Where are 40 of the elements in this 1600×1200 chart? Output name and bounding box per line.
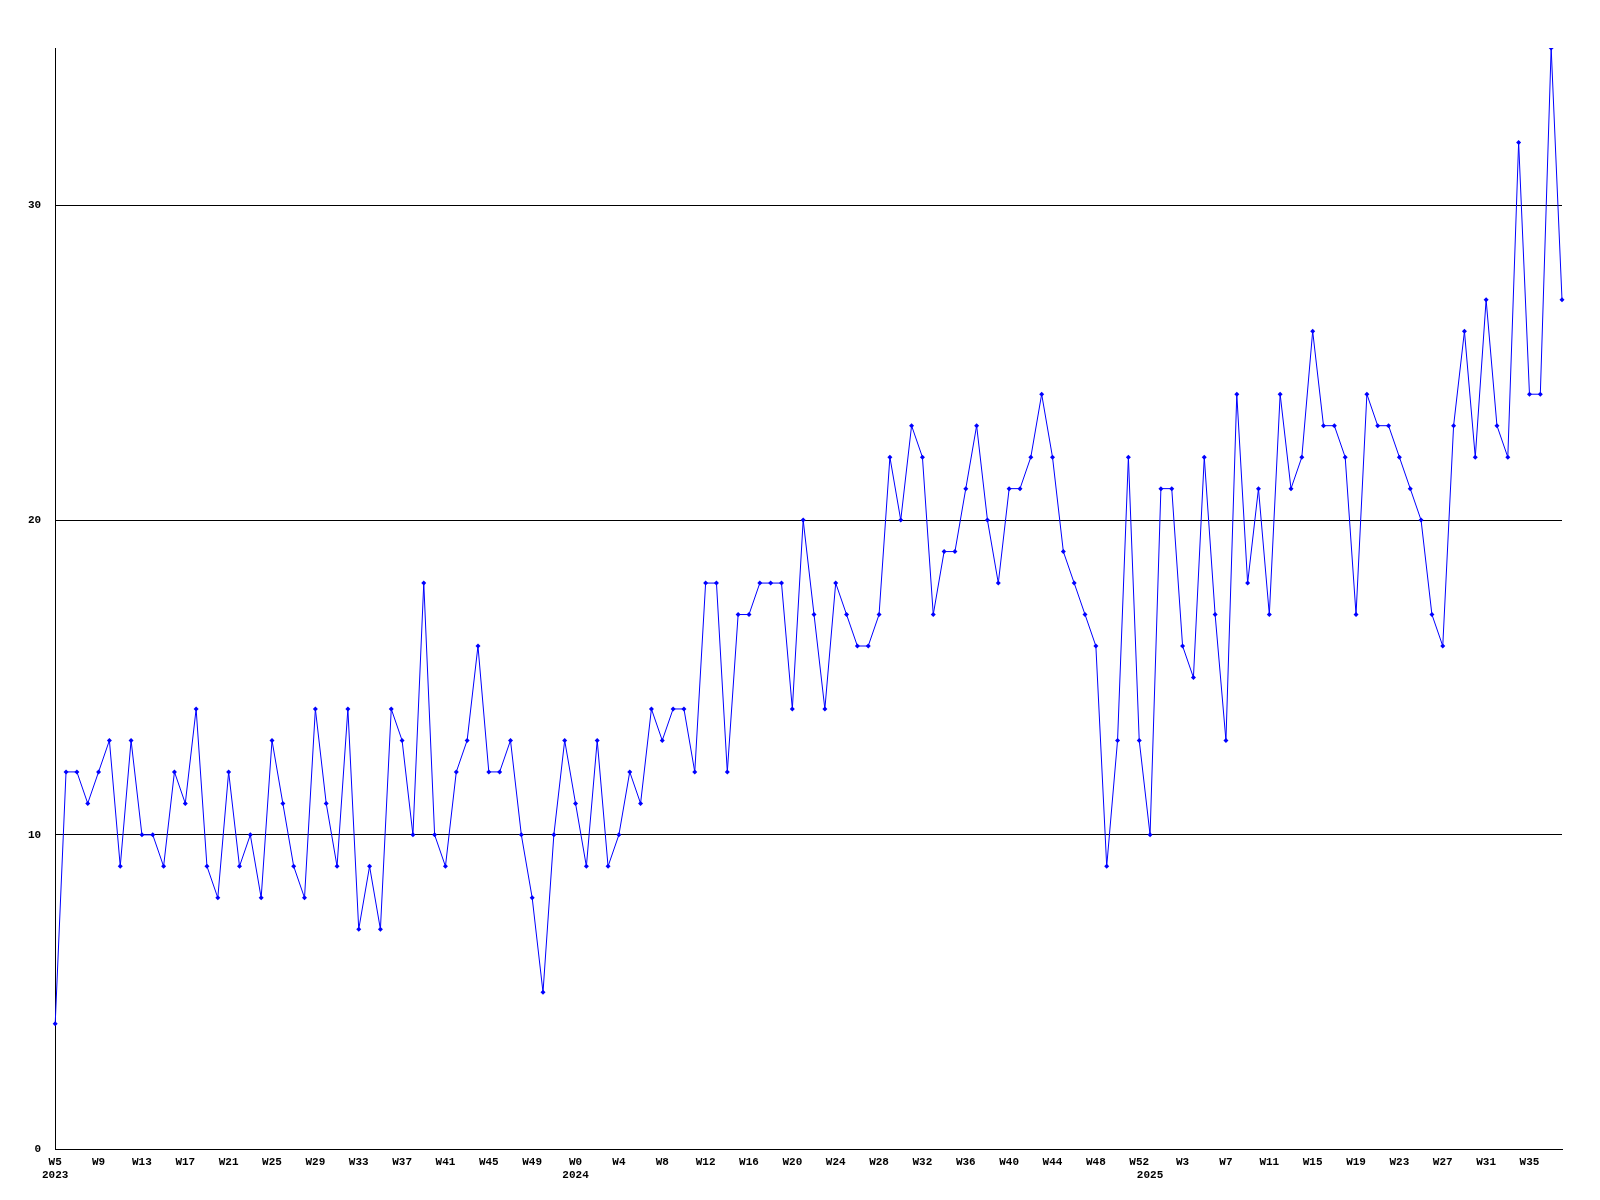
x-tick-label: W28 <box>869 1155 890 1168</box>
x-tick-label: W41 <box>435 1155 456 1168</box>
x-tick-label: W48 <box>1085 1155 1107 1168</box>
x-tick-label: W0 2024 <box>562 1155 590 1182</box>
x-tick-label: 2025 <box>1136 1169 1164 1182</box>
y-tick-label: 10 <box>28 828 42 841</box>
x-tick-label: W8 <box>655 1155 670 1168</box>
x-tick-label: W40 <box>999 1155 1020 1168</box>
x-tick-label: W15 <box>1302 1155 1323 1168</box>
x-tick-label: W4 <box>612 1155 626 1168</box>
x-tick-label: W37 <box>392 1155 412 1168</box>
x-tick-label: W17 <box>175 1155 196 1168</box>
x-tick-label: W16 <box>739 1155 759 1168</box>
x-tick-label: W5 2023 <box>42 1155 69 1182</box>
x-tick-label: W20 <box>782 1155 803 1168</box>
x-tick-label: W11 <box>1259 1155 1280 1168</box>
x-tick-label: W32 <box>912 1155 933 1168</box>
x-tick-label: W45 <box>478 1155 500 1168</box>
x-tick-label: W27 <box>1432 1155 1453 1168</box>
x-tick-label: W49 <box>522 1155 543 1168</box>
y-tick-label: 20 <box>28 513 42 526</box>
x-tick-label: W25 <box>262 1155 283 1168</box>
x-tick-label: W12 <box>695 1155 716 1168</box>
x-tick-label: W9 <box>91 1155 106 1168</box>
x-tick-label: W36 <box>955 1155 976 1168</box>
x-tick-label: W23 <box>1389 1155 1410 1168</box>
x-tick-label: W3 <box>1175 1155 1190 1168</box>
x-tick-label: W35 <box>1519 1155 1540 1168</box>
x-tick-label: W44 <box>1042 1155 1063 1168</box>
x-tick-label: W13 <box>132 1155 153 1168</box>
y-tick-label: 0 <box>34 1143 42 1156</box>
x-tick-label: W21 <box>218 1155 239 1168</box>
x-tick-label: W19 <box>1346 1155 1366 1168</box>
x-tick-label: W7 <box>1219 1155 1233 1168</box>
x-tick-label: W33 <box>348 1155 370 1168</box>
x-tick-label: W52 <box>1129 1155 1150 1168</box>
x-tick-label: W29 <box>305 1155 326 1168</box>
y-tick-label: 30 <box>28 199 42 212</box>
x-tick-label: W31 <box>1476 1155 1497 1168</box>
x-tick-label: W24 <box>825 1155 846 1168</box>
